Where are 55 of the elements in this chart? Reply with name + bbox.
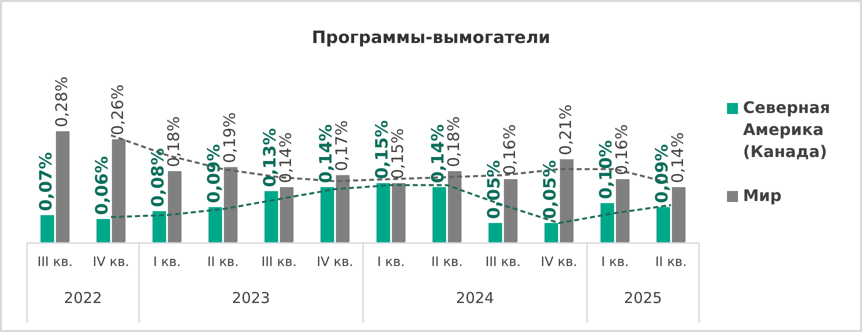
bar bbox=[544, 223, 558, 243]
x-tick-label: II кв. bbox=[655, 255, 687, 270]
bar bbox=[56, 131, 70, 243]
x-tick-label: III кв. bbox=[485, 255, 521, 270]
x-tick-label: IV кв. bbox=[540, 255, 578, 270]
chart-title: Программы-вымогатели bbox=[310, 28, 552, 48]
data-label: 0,21% bbox=[556, 104, 575, 156]
bar bbox=[488, 223, 502, 243]
data-label: 0,14% bbox=[668, 132, 687, 184]
bar bbox=[600, 203, 614, 243]
bar bbox=[224, 167, 238, 243]
bar bbox=[656, 207, 670, 243]
bar bbox=[336, 175, 350, 243]
x-tick-label: III кв. bbox=[37, 255, 73, 270]
bar bbox=[448, 171, 462, 243]
bar bbox=[264, 191, 278, 243]
bar bbox=[560, 159, 574, 243]
bar bbox=[96, 219, 110, 243]
bar bbox=[320, 187, 334, 243]
legend-label: Мир bbox=[743, 185, 782, 207]
data-label: 0,16% bbox=[612, 124, 631, 176]
x-tick-label: II кв. bbox=[431, 255, 463, 270]
data-label: 0,05% bbox=[540, 160, 561, 220]
text: 2022 bbox=[64, 288, 102, 307]
legend-label: Северная Америка (Канада) bbox=[743, 97, 832, 163]
bar bbox=[152, 211, 166, 243]
data-label: 0,19% bbox=[220, 112, 239, 164]
x-tick-label: IV кв. bbox=[92, 255, 130, 270]
data-label: 0,06% bbox=[92, 156, 113, 216]
bar bbox=[208, 207, 222, 243]
data-label: 0,18% bbox=[444, 116, 463, 168]
bar bbox=[40, 215, 54, 243]
text: 2023 bbox=[232, 288, 270, 307]
bar bbox=[392, 183, 406, 243]
x-tick-label: I кв. bbox=[601, 255, 629, 270]
x-tick-label: IV кв. bbox=[316, 255, 354, 270]
text: 2024 bbox=[456, 288, 494, 307]
bar bbox=[376, 183, 390, 243]
data-label: 0,16% bbox=[500, 124, 519, 176]
x-tick-label: I кв. bbox=[377, 255, 405, 270]
x-tick-label: II кв. bbox=[207, 255, 239, 270]
data-label: 0,07% bbox=[36, 152, 57, 212]
bar bbox=[168, 171, 182, 243]
bar bbox=[504, 179, 518, 243]
text: 2025 bbox=[624, 288, 662, 307]
data-label: 0,28% bbox=[52, 76, 71, 128]
x-tick-label: I кв. bbox=[153, 255, 181, 270]
bar bbox=[672, 187, 686, 243]
data-label: 0,18% bbox=[164, 116, 183, 168]
bar bbox=[616, 179, 630, 243]
bar bbox=[112, 139, 126, 243]
data-label: 0,26% bbox=[108, 84, 127, 136]
bar bbox=[432, 187, 446, 243]
x-tick-label: III кв. bbox=[261, 255, 297, 270]
bar bbox=[280, 187, 294, 243]
